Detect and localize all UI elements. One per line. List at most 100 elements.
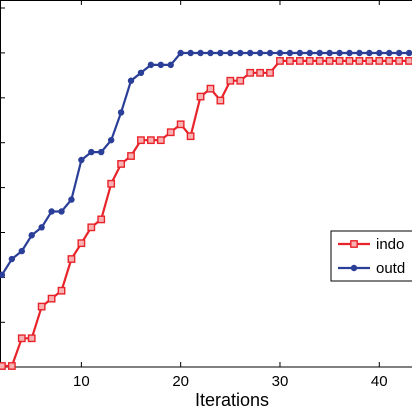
data-point (246, 68, 255, 77)
data-point (57, 286, 66, 295)
data-point (315, 57, 324, 65)
data-point (0, 271, 6, 279)
data-point (8, 255, 16, 263)
data-point (375, 57, 384, 65)
x-tick-label: 10 (73, 373, 90, 390)
data-point (266, 49, 274, 57)
x-tick-label: 40 (371, 373, 388, 390)
data-point (346, 49, 353, 57)
data-point (177, 49, 184, 57)
data-point (97, 215, 106, 224)
legend: indo outd (330, 230, 412, 282)
data-point (127, 152, 135, 160)
data-point (276, 49, 284, 57)
data-point (166, 128, 175, 137)
data-point (336, 49, 343, 57)
data-point (385, 57, 394, 65)
data-point (246, 49, 254, 57)
data-point (256, 68, 265, 77)
data-point (226, 76, 235, 85)
data-point (77, 239, 86, 248)
data-point (7, 362, 16, 370)
legend-label-outdoor: outd (376, 260, 405, 277)
data-point (37, 302, 46, 311)
data-point (68, 196, 75, 203)
data-point (0, 362, 6, 370)
data-point (366, 49, 373, 57)
data-point (206, 84, 215, 93)
data-point (256, 49, 264, 57)
data-point (107, 136, 115, 144)
data-point (376, 49, 383, 57)
data-point (326, 49, 333, 57)
series-layer (0, 49, 412, 370)
data-point (237, 49, 244, 57)
data-point (395, 49, 403, 57)
data-point (305, 57, 314, 65)
data-point (87, 223, 96, 232)
data-point (405, 49, 412, 57)
data-point (67, 255, 76, 263)
data-point (127, 77, 135, 84)
data-point (17, 334, 26, 343)
axes: 10 20 30 40 (0, 0, 412, 390)
data-point (227, 49, 234, 57)
data-point (28, 232, 35, 239)
data-point (48, 208, 55, 215)
data-point (286, 57, 294, 65)
data-point (207, 49, 214, 57)
data-point (236, 76, 245, 85)
legend-box (330, 230, 412, 282)
legend-label-indoor: indo (376, 236, 404, 253)
data-point (147, 61, 155, 69)
data-point (196, 92, 205, 101)
data-point (98, 148, 105, 156)
data-point (156, 136, 165, 145)
data-point (186, 132, 195, 141)
data-point (107, 179, 116, 188)
data-point (58, 208, 65, 215)
data-point (47, 294, 56, 303)
data-point (405, 57, 412, 65)
legend-marker-indoor (350, 240, 358, 248)
x-axis-label: Iterations (195, 390, 269, 410)
data-point (117, 109, 125, 116)
data-point (365, 57, 374, 65)
data-point (146, 136, 155, 145)
data-point (325, 57, 334, 65)
data-point (18, 247, 25, 255)
series-indoor (0, 57, 412, 370)
series-outdoor (0, 49, 412, 279)
data-point (157, 61, 165, 69)
data-point (345, 57, 354, 65)
legend-marker-outdoor (350, 264, 358, 272)
data-point (176, 120, 185, 129)
data-point (197, 49, 204, 57)
data-point (266, 68, 274, 77)
data-point (386, 49, 393, 57)
data-point (117, 160, 125, 168)
data-point (276, 57, 284, 65)
data-point (216, 96, 225, 105)
data-point (38, 224, 45, 231)
data-point (27, 334, 36, 343)
data-point (187, 49, 194, 57)
data-point (88, 148, 95, 156)
x-tick-label: 20 (172, 373, 189, 390)
data-point (306, 49, 313, 57)
data-point (355, 57, 364, 65)
data-point (395, 57, 404, 65)
x-tick-label: 30 (272, 373, 289, 390)
data-point (78, 156, 85, 164)
data-point (356, 49, 363, 57)
data-point (137, 69, 145, 77)
data-point (217, 49, 224, 57)
data-point (335, 57, 344, 65)
data-point (137, 136, 145, 145)
data-point (316, 49, 323, 57)
data-point (167, 61, 174, 69)
data-point (286, 49, 294, 57)
data-point (295, 57, 304, 65)
data-point (296, 49, 304, 57)
